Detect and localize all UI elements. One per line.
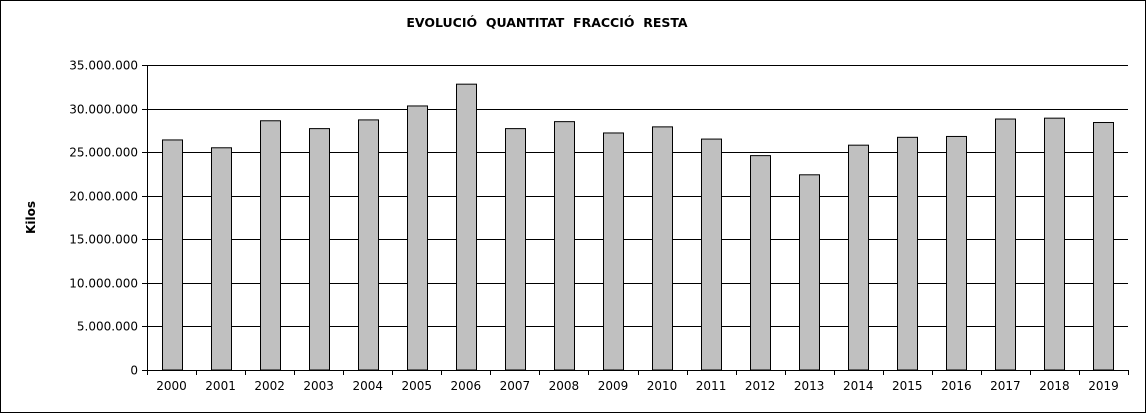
bar-2009 xyxy=(603,132,624,371)
x-tick-label: 2014 xyxy=(843,379,874,393)
y-tick-label: 25.000.000 xyxy=(69,146,138,160)
bar-2004 xyxy=(358,119,379,371)
x-tick-label: 2004 xyxy=(352,379,383,393)
bar-2019 xyxy=(1093,122,1114,371)
x-tick-label: 2007 xyxy=(500,379,531,393)
bars xyxy=(162,83,1114,371)
y-axis-label: Kilos xyxy=(24,201,38,234)
bar-2000 xyxy=(162,139,183,371)
bar-2005 xyxy=(407,105,428,371)
y-tick-label: 0 xyxy=(130,364,138,378)
x-tick-label: 2018 xyxy=(1039,379,1070,393)
bar-2002 xyxy=(260,120,281,371)
y-tick-label: 15.000.000 xyxy=(69,233,138,247)
bar-2003 xyxy=(309,128,330,371)
x-tick-label: 2016 xyxy=(941,379,972,393)
bar-2018 xyxy=(1044,117,1065,371)
chart-title: EVOLUCIÓ QUANTITAT FRACCIÓ RESTA xyxy=(406,15,688,30)
x-tick-label: 2010 xyxy=(647,379,678,393)
y-tick-label: 35.000.000 xyxy=(69,59,138,73)
bar-2008 xyxy=(554,121,575,371)
y-tick-label: 30.000.000 xyxy=(69,103,138,117)
x-tick-label: 2001 xyxy=(205,379,236,393)
x-tick-label: 2012 xyxy=(745,379,776,393)
y-axis-ticks: 0 5.000.000 10.000.000 15.000.000 20.000.000… xyxy=(69,59,147,378)
bar-2001 xyxy=(211,147,232,371)
bar-2011 xyxy=(701,138,722,371)
x-tick-label: 2006 xyxy=(451,379,482,393)
bar-2017 xyxy=(995,118,1016,371)
bar-2010 xyxy=(652,126,673,371)
x-tick-label: 2003 xyxy=(303,379,334,393)
gridlines xyxy=(147,65,1128,327)
x-tick-label: 2002 xyxy=(254,379,285,393)
y-tick-label: 5.000.000 xyxy=(77,320,138,334)
bar-2006 xyxy=(456,83,477,371)
x-tick-label: 2015 xyxy=(892,379,923,393)
y-tick-label: 10.000.000 xyxy=(69,277,138,291)
x-tick-label: 2011 xyxy=(696,379,727,393)
x-axis-ticks: 2000 2001 2002 2003 2004 2005 2006 2007 2008 2009… xyxy=(147,370,1129,393)
x-tick-label: 2000 xyxy=(156,379,187,393)
x-tick-label: 2009 xyxy=(598,379,629,393)
bar-2007 xyxy=(505,128,526,371)
x-tick-label: 2019 xyxy=(1088,379,1119,393)
y-tick-label: 20.000.000 xyxy=(69,190,138,204)
axes xyxy=(142,65,1128,375)
x-tick-label: 2008 xyxy=(549,379,580,393)
bar-2012 xyxy=(750,155,771,371)
bar-2015 xyxy=(897,136,918,371)
bar-2016 xyxy=(946,135,967,371)
x-tick-label: 2013 xyxy=(794,379,825,393)
bar-2013 xyxy=(799,174,820,371)
x-tick-label: 2017 xyxy=(990,379,1021,393)
x-tick-label: 2005 xyxy=(402,379,433,393)
bar-2014 xyxy=(848,144,869,371)
